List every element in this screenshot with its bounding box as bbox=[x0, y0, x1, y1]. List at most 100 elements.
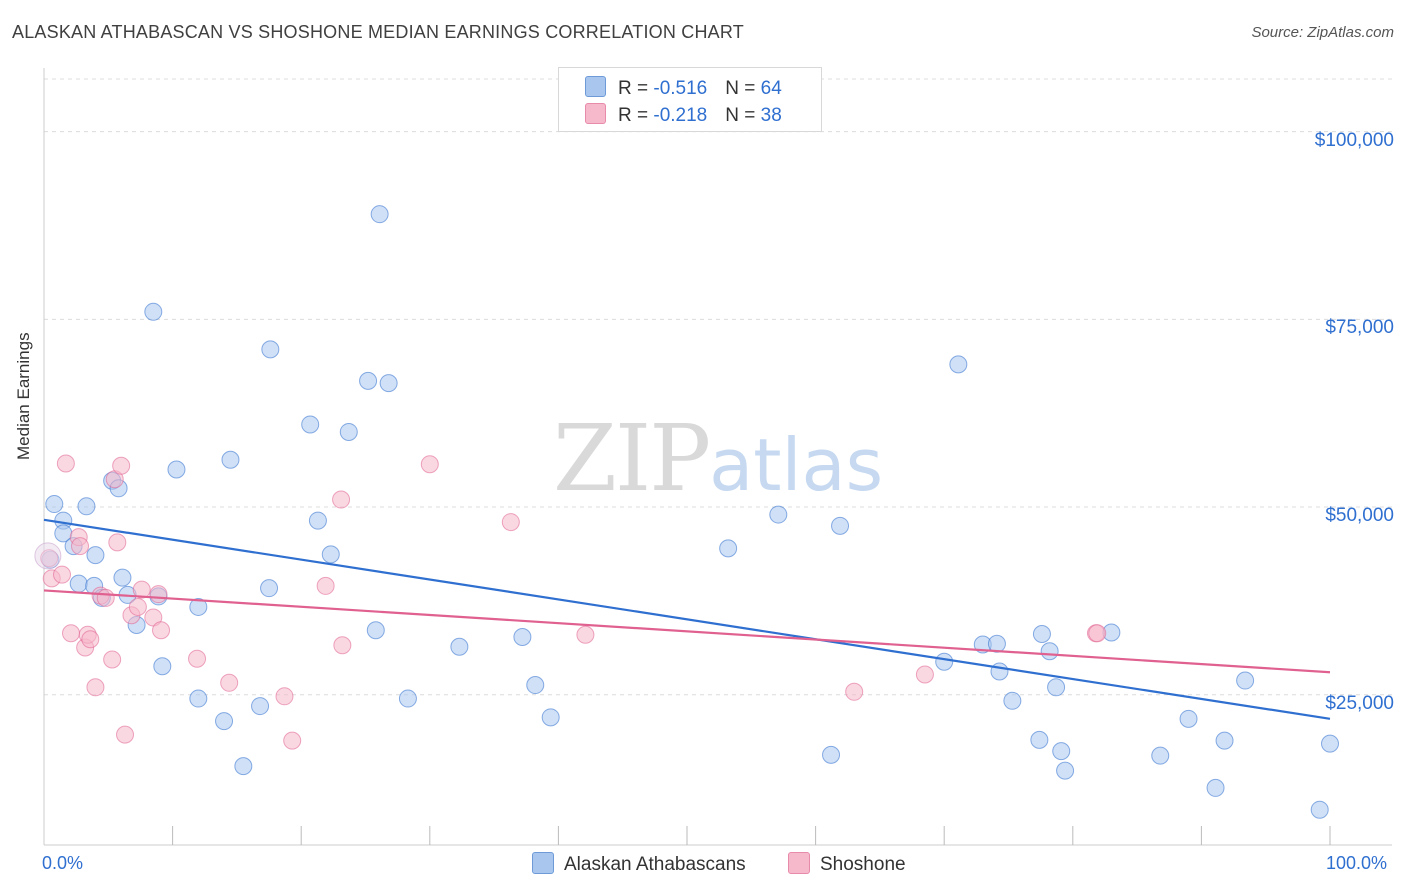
shoshone-point bbox=[576, 625, 595, 644]
athabascan-point bbox=[260, 579, 279, 598]
shoshone-point bbox=[132, 580, 151, 599]
shoshone-point bbox=[316, 576, 335, 595]
athabascan-point bbox=[215, 712, 234, 731]
athabascan-point bbox=[831, 516, 850, 535]
source-credit: Source: ZipAtlas.com bbox=[1251, 24, 1394, 41]
athabascan-point bbox=[77, 497, 96, 516]
athabascan-point bbox=[321, 545, 340, 564]
shoshone-point bbox=[1088, 624, 1107, 643]
overlap-point bbox=[34, 542, 62, 570]
stats-row-shoshone: R = -0.218 N = 38 bbox=[585, 103, 782, 127]
shoshone-point bbox=[283, 731, 302, 750]
athabascan-point bbox=[86, 546, 105, 565]
athabascan-point bbox=[221, 450, 240, 469]
athabascan-point bbox=[719, 539, 738, 558]
shoshone-point bbox=[53, 565, 72, 584]
shoshone-point bbox=[112, 456, 131, 475]
shoshone-point bbox=[152, 621, 171, 640]
shoshone-point bbox=[81, 630, 100, 649]
n-value: 64 bbox=[760, 78, 782, 99]
athabascan-point bbox=[366, 621, 385, 640]
athabascan-point bbox=[450, 637, 469, 656]
y-axis-label: Median Earnings bbox=[14, 332, 33, 460]
legend-label-shoshone: Shoshone bbox=[820, 854, 906, 875]
shoshone-point bbox=[103, 650, 122, 669]
athabascan-point bbox=[189, 597, 208, 616]
r-value: -0.218 bbox=[653, 105, 708, 126]
x-tick-label-start: 0.0% bbox=[42, 853, 84, 873]
chart-title: ALASKAN ATHABASCAN VS SHOSHONE MEDIAN EA… bbox=[12, 22, 744, 42]
trend-lines bbox=[43, 518, 1331, 720]
shoshone-point bbox=[275, 687, 294, 706]
shoshone-point bbox=[332, 490, 351, 509]
athabascan-point bbox=[1056, 761, 1075, 780]
athabascan-point bbox=[949, 355, 968, 374]
n-label: N = bbox=[725, 78, 761, 99]
r-label: R = bbox=[618, 105, 654, 126]
athabascan-point bbox=[69, 574, 88, 593]
shoshone-point bbox=[333, 636, 352, 655]
athabascan-point bbox=[1047, 678, 1066, 697]
data-points bbox=[34, 205, 1339, 819]
y-tick-label: $25,000 bbox=[1325, 692, 1394, 714]
athabascan-point bbox=[45, 495, 64, 514]
shoshone-point bbox=[188, 649, 207, 668]
athabascan-point bbox=[1040, 642, 1059, 661]
legend-item-athabascan[interactable]: Alaskan Athabascans bbox=[532, 852, 746, 876]
athabascan-point bbox=[251, 697, 270, 716]
shoshone-point bbox=[220, 673, 239, 692]
n-value: 38 bbox=[760, 105, 782, 126]
athabascan-point bbox=[769, 505, 788, 524]
athabascan-point bbox=[1321, 734, 1339, 753]
shoshone-point bbox=[86, 678, 105, 697]
athabascan-point bbox=[234, 757, 253, 776]
stats-legend: R = -0.516 N = 64 R = -0.218 N = 38 bbox=[558, 67, 822, 132]
watermark-logo: ZIPatlas bbox=[553, 405, 883, 512]
swatch-shoshone bbox=[585, 103, 606, 124]
athabascan-point bbox=[541, 708, 560, 727]
athabascan-point bbox=[189, 689, 208, 708]
athabascan-point bbox=[935, 652, 954, 671]
athabascan-trend-line bbox=[43, 518, 1331, 720]
athabascan-point bbox=[987, 634, 1006, 653]
shoshone-point bbox=[149, 585, 168, 604]
shoshone-point bbox=[56, 454, 75, 473]
athabascan-point bbox=[308, 511, 327, 530]
watermark-zip: ZIP bbox=[553, 405, 711, 512]
y-tick-label: $100,000 bbox=[1314, 129, 1394, 151]
shoshone-point bbox=[62, 624, 81, 643]
athabascan-point bbox=[398, 689, 417, 708]
shoshone-point bbox=[420, 455, 439, 474]
shoshone-point bbox=[116, 725, 135, 744]
legend-item-shoshone[interactable]: Shoshone bbox=[788, 852, 906, 876]
legend-swatch-shoshone bbox=[788, 852, 810, 874]
athabascan-point bbox=[113, 568, 132, 587]
athabascan-point bbox=[1052, 742, 1071, 761]
r-label: R = bbox=[618, 78, 654, 99]
athabascan-point bbox=[1310, 800, 1329, 819]
shoshone-trend-line bbox=[43, 589, 1331, 674]
athabascan-point bbox=[339, 422, 358, 441]
athabascan-point bbox=[1151, 746, 1170, 765]
athabascan-point bbox=[1032, 624, 1051, 643]
athabascan-point bbox=[990, 662, 1009, 681]
shoshone-point bbox=[96, 588, 115, 607]
athabascan-point bbox=[1003, 691, 1022, 710]
shoshone-point bbox=[915, 665, 934, 684]
athabascan-point bbox=[1236, 671, 1255, 690]
athabascan-point bbox=[167, 460, 186, 479]
shoshone-point bbox=[71, 537, 90, 556]
athabascan-point bbox=[301, 415, 320, 434]
y-tick-label: $75,000 bbox=[1325, 317, 1394, 339]
watermark-atlas: atlas bbox=[709, 423, 884, 507]
shoshone-point bbox=[845, 682, 864, 701]
x-tick-label-end: 100.0% bbox=[1326, 853, 1388, 873]
athabascan-point bbox=[513, 627, 532, 646]
athabascan-point bbox=[261, 340, 280, 359]
athabascan-point bbox=[1179, 709, 1198, 728]
stats-row-athabascan: R = -0.516 N = 64 bbox=[585, 76, 782, 100]
axes bbox=[43, 68, 1392, 846]
y-tick-label: $50,000 bbox=[1325, 505, 1394, 527]
athabascan-point bbox=[822, 745, 841, 764]
